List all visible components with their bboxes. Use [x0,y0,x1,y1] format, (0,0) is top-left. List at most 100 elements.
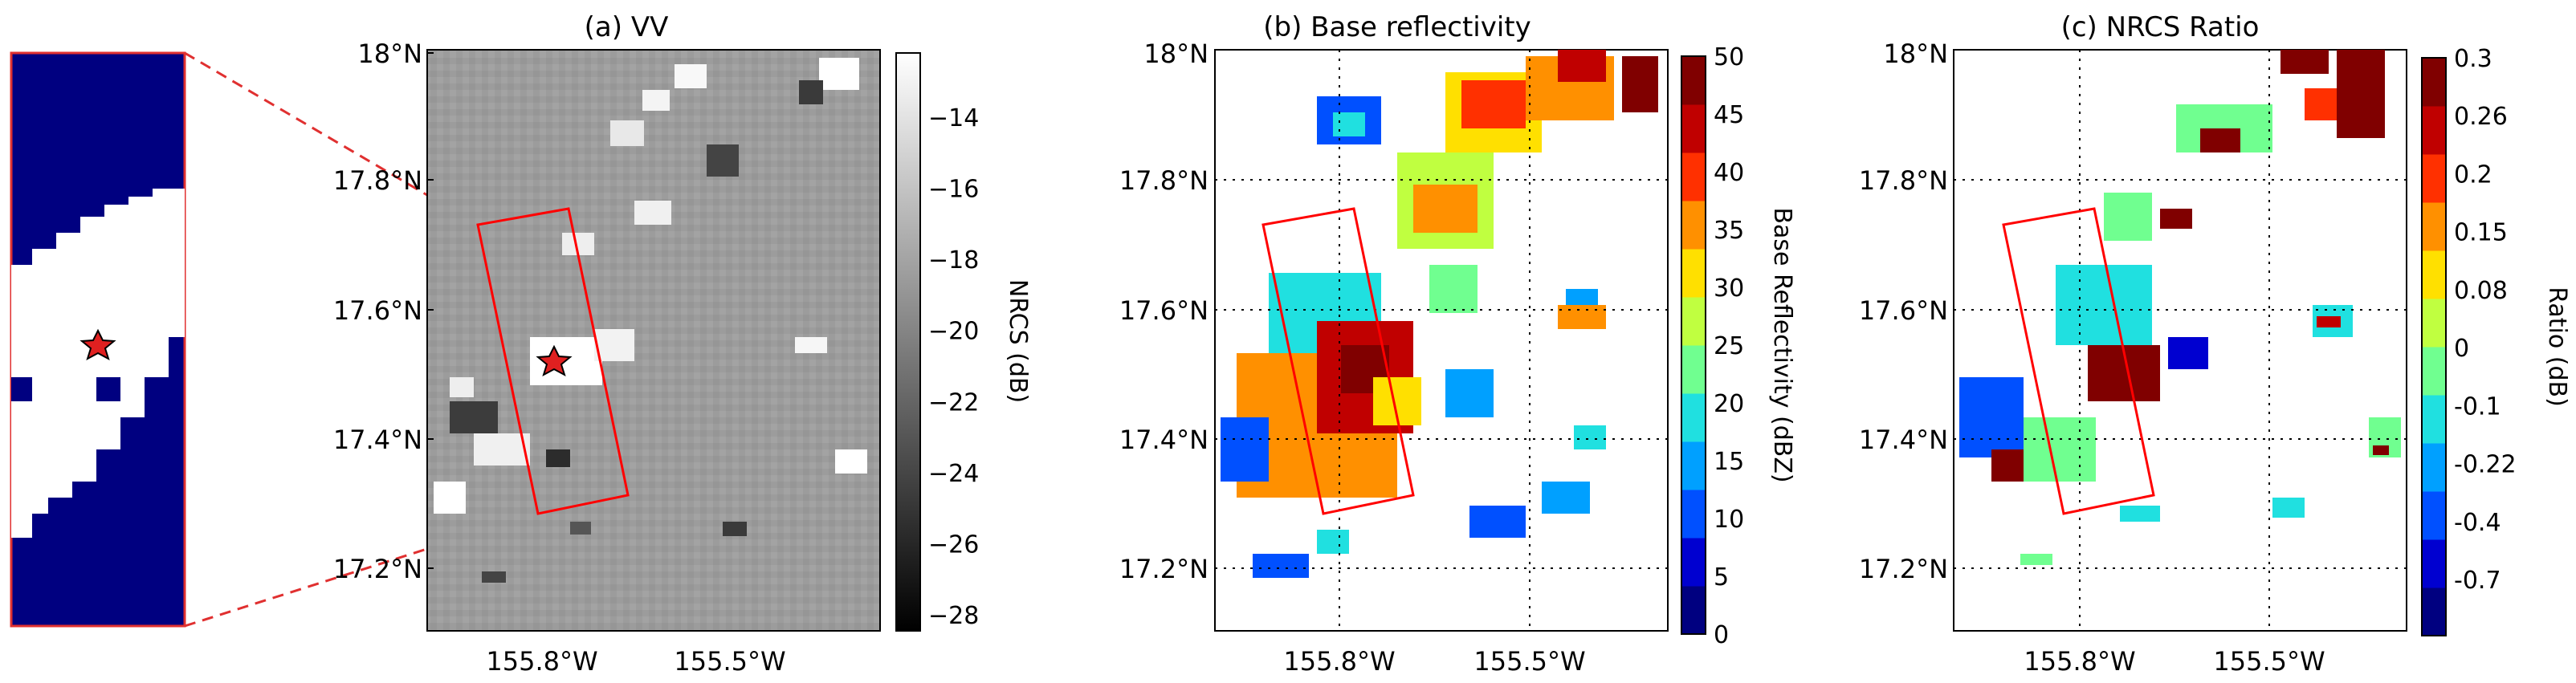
colorbar-color-block [2422,299,2446,348]
colorbar-tick-label: 20 [1714,390,1744,418]
colorbar-color-block [2422,587,2446,636]
panel-a-y-ticks: 18°N 17.8°N 17.6°N 17.4°N 17.2°N [333,39,434,584]
colorbar-color-block [1681,201,1706,250]
panel-b-title: (b) Base reflectivity [1263,11,1531,43]
colorbar-tick-label: 40 [1714,159,1744,187]
colorbar-color-block [2422,491,2446,540]
inset-blue-patch [11,377,120,401]
colorbar-color-block [2422,395,2446,444]
colorbar-tick-label: -0.1 [2454,392,2501,421]
panel-b-y-tick-label: 18°N [1143,39,1209,69]
panel-a-colorbar-ticks: −14 −16 −18 −20 −22 −24 −26 −28 [928,104,979,630]
panel-c-colorbar-blocks [2422,58,2446,636]
colorbar-tick-label: -0.7 [2454,567,2501,595]
panel-a-title: (a) VV [585,11,669,43]
panel-a-x-ticks: 155.8°W 155.5°W [486,646,785,677]
panel-b-y-ticks: 18°N 17.8°N 17.6°N 17.4°N 17.2°N [1119,39,1209,584]
panel-a-x-tick-label: 155.5°W [674,646,785,677]
colorbar-tick-label: −28 [928,602,979,630]
panel-c-y-tick-label: 17.2°N [1859,554,1948,584]
colorbar-tick-label: 0 [2454,335,2469,363]
colorbar-color-block [1681,393,1706,442]
panel-a-x-tick-label: 155.8°W [486,646,597,677]
colorbar-tick-label: −22 [928,388,979,417]
colorbar-tick-label: −20 [928,318,979,346]
colorbar-tick-label: 45 [1714,101,1744,129]
colorbar-tick-label: 0.2 [2454,161,2492,189]
panel-c-colorbar-ticks: 0.3 0.26 0.2 0.15 0.08 0 -0.1 -0.22 -0.4 -0.7 [2454,45,2517,595]
colorbar-tick-label: 0.08 [2454,277,2508,305]
panel-b-y-tick-label: 17.2°N [1119,554,1209,584]
panel-c-y-tick-label: 17.8°N [1859,165,1948,196]
inset-zoom [10,51,539,628]
colorbar-tick-label: 35 [1714,217,1744,245]
colorbar-tick-label: −26 [928,531,979,559]
panel-b-colorbar-label: Base Reflectivity (dBZ) [1768,207,1796,482]
colorbar-color-block [1681,538,1706,587]
colorbar-color-block [2422,154,2446,203]
panel-c-y-tick-label: 17.6°N [1859,295,1948,326]
panel-b-y-tick-label: 17.6°N [1119,295,1209,326]
colorbar-tick-label: 50 [1714,43,1744,71]
colorbar-tick-label: -0.4 [2454,509,2501,537]
panel-b-x-ticks: 155.8°W 155.5°W [1283,646,1585,677]
panel-c-colorbar-frame [2421,57,2447,636]
panel-a-colorbar: −14 −16 −18 −20 −22 −24 −26 −28 NRCS (dB) [895,52,1032,632]
panel-c-selection-box [2002,207,2155,515]
panel-b-colorbar-blocks [1681,56,1706,635]
panel-c-colorbar: 0.3 0.26 0.2 0.15 0.08 0 -0.1 -0.22 -0.4 -0.7 Rat… [2421,45,2571,636]
panel-b-x-tick-label: 155.5°W [1473,646,1585,677]
colorbar-tick-label: 0.15 [2454,219,2508,247]
zoom-line-bottom [184,512,539,628]
colorbar-color-block [1681,490,1706,539]
colorbar-tick-label: -0.22 [2454,451,2517,479]
colorbar-color-block [2422,58,2446,107]
colorbar-tick-label: 10 [1714,506,1744,534]
panel-c-y-tick-label: 17.4°N [1859,425,1948,455]
colorbar-tick-label: 5 [1714,563,1729,592]
colorbar-tick-label: 0.26 [2454,103,2508,131]
panel-c-x-tick-label: 155.8°W [2024,646,2135,677]
panel-a: (a) VV 18°N [333,11,1032,677]
colorbar-tick-label: 25 [1714,332,1744,360]
panel-a-colorbar-label: NRCS (dB) [1004,279,1032,403]
panel-c-ratio-map [1959,50,2401,565]
colorbar-tick-label: −18 [928,246,979,274]
colorbar-tick-label: −14 [928,104,979,132]
panel-b-y-tick-label: 17.4°N [1119,425,1209,455]
panel-a-colorbar-gradient [895,52,921,632]
colorbar-color-block [1681,586,1706,635]
colorbar-color-block [1681,249,1706,298]
colorbar-tick-label: 0 [1714,621,1729,649]
colorbar-tick-label: 15 [1714,448,1744,476]
colorbar-color-block [1681,152,1706,201]
inset-star-icon [79,328,116,361]
colorbar-tick-label: −24 [928,460,979,488]
panel-a-star-icon [536,344,573,377]
colorbar-color-block [1681,441,1706,490]
panel-b-x-tick-label: 155.8°W [1283,646,1395,677]
colorbar-color-block [1681,345,1706,394]
colorbar-color-block [1681,297,1706,346]
panel-b: (b) Base reflectivity [1119,11,1796,677]
panel-c-y-tick-label: 18°N [1883,39,1948,69]
panel-a-y-tick-label: 18°N [357,39,422,69]
colorbar-color-block [2422,106,2446,155]
panel-c-x-ticks: 155.8°W 155.5°W [2024,646,2325,677]
colorbar-tick-label: 30 [1714,274,1744,303]
colorbar-color-block [2422,539,2446,588]
panel-b-colorbar-frame [1681,55,1706,635]
panel-a-y-tick-label: 17.2°N [333,554,422,584]
panel-c-title: (c) NRCS Ratio [2061,11,2260,43]
panel-c: (c) NRCS Ratio [1859,11,2571,677]
inset-cloud-region [11,189,185,538]
colorbar-tick-label: −16 [928,176,979,204]
colorbar-color-block [2422,443,2446,492]
colorbar-color-block [1681,104,1706,153]
colorbar-color-block [2422,250,2446,299]
panel-b-selection-box [1262,207,1415,515]
colorbar-color-block [2422,347,2446,396]
